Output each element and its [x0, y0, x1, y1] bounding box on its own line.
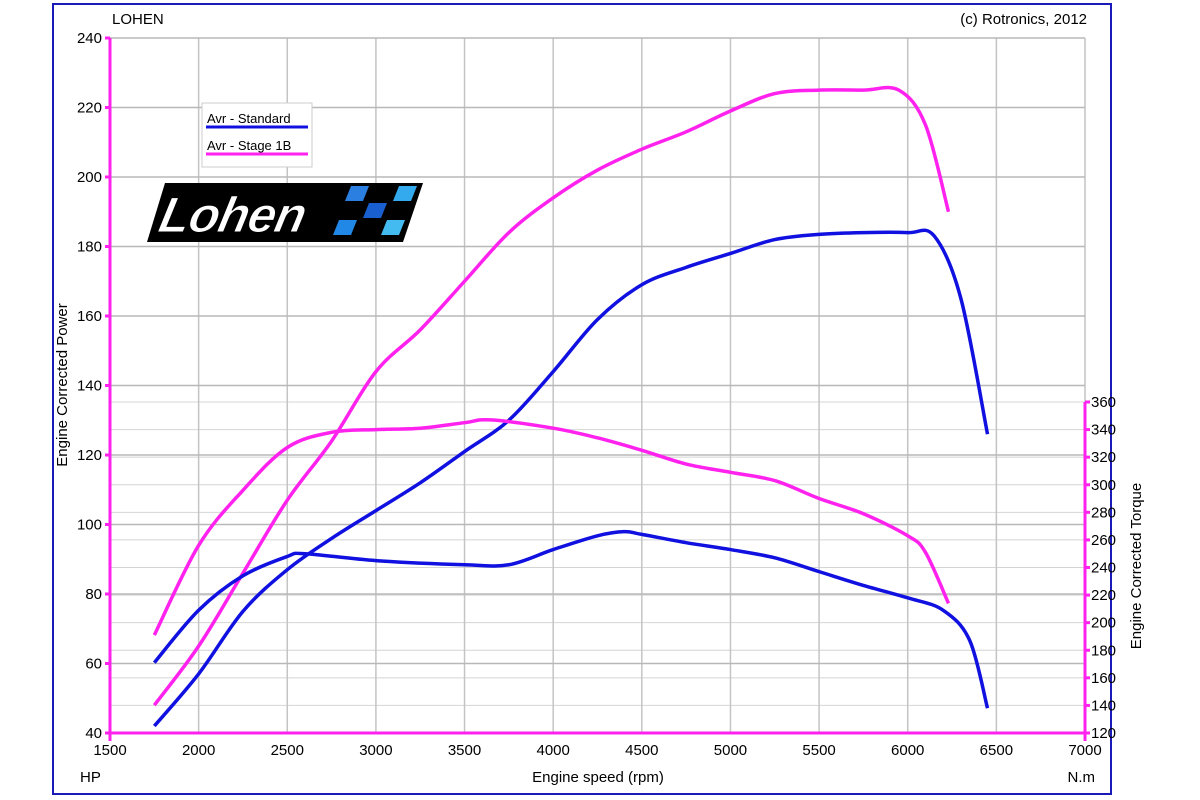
x-tick-label: 5500: [802, 742, 835, 759]
checker-square: [345, 186, 369, 201]
checker-square: [363, 203, 387, 218]
left-tick-label: 200: [77, 169, 102, 186]
x-tick-label: 1500: [93, 742, 126, 759]
left-tick-label: 80: [85, 586, 102, 603]
x-tick-label: 2500: [271, 742, 304, 759]
left-axis-label: Engine Corrected Power: [54, 303, 71, 466]
left-tick-label: 160: [77, 308, 102, 325]
legend: Avr - Standard Avr - Stage 1B: [201, 102, 313, 168]
checker-square: [333, 220, 357, 235]
left-tick-label: 120: [77, 447, 102, 464]
x-tick-label: 6500: [980, 742, 1013, 759]
right-tick-label: 140: [1091, 697, 1116, 714]
right-tick-label: 360: [1091, 394, 1116, 411]
left-tick-label: 220: [77, 100, 102, 117]
x-tick-label: 5000: [714, 742, 747, 759]
standard-power-curve: [152, 228, 990, 728]
curves: [152, 85, 990, 728]
right-unit-label: N.m: [1068, 769, 1096, 786]
left-tick-label: 180: [77, 239, 102, 256]
left-tick-label: 40: [85, 725, 102, 742]
x-tick-label: 7000: [1068, 742, 1101, 759]
checker-square: [381, 220, 405, 235]
right-tick-label: 320: [1091, 449, 1116, 466]
x-tick-label: 4000: [536, 742, 569, 759]
right-tick-label: 160: [1091, 670, 1116, 687]
x-tick-label: 4500: [625, 742, 658, 759]
right-tick-label: 240: [1091, 560, 1116, 577]
header-left: LOHEN: [112, 11, 164, 28]
right-tick-label: 120: [1091, 725, 1116, 742]
right-tick-label: 220: [1091, 587, 1116, 604]
left-tick-label: 140: [77, 378, 102, 395]
x-tick-label: 3000: [359, 742, 392, 759]
x-tick-label: 3500: [448, 742, 481, 759]
axes: 40 60 80 100 120 140 160 180 200 220 240 120 140 160 1…: [77, 30, 1116, 759]
chart-frame: [52, 3, 1112, 795]
right-axis-label: Engine Corrected Torque: [1128, 483, 1145, 650]
right-tick-label: 200: [1091, 615, 1116, 632]
x-axis-label: Engine speed (rpm): [532, 769, 664, 786]
right-tick-label: 280: [1091, 504, 1116, 521]
left-unit-label: HP: [80, 769, 101, 786]
standard-torque-curve: [152, 529, 990, 709]
legend-label-standard: Avr - Standard: [207, 111, 291, 126]
right-tick-label: 180: [1091, 642, 1116, 659]
lohen-logo: Lohen: [147, 183, 423, 243]
left-tick-label: 100: [77, 517, 102, 534]
x-tick-label: 2000: [182, 742, 215, 759]
left-tick-label: 60: [85, 656, 102, 673]
svg-text:Lohen: Lohen: [154, 187, 311, 243]
stage1b-power-curve: [152, 85, 951, 707]
right-tick-label: 340: [1091, 422, 1116, 439]
stage1b-torque-curve: [152, 417, 951, 636]
checker-square: [393, 186, 417, 201]
right-tick-label: 260: [1091, 532, 1116, 549]
left-tick-label: 240: [77, 30, 102, 47]
header-right: (c) Rotronics, 2012: [960, 11, 1087, 28]
grid: [109, 37, 1086, 734]
right-tick-label: 300: [1091, 477, 1116, 494]
legend-label-stage1b: Avr - Stage 1B: [207, 138, 291, 153]
x-tick-label: 6000: [891, 742, 924, 759]
